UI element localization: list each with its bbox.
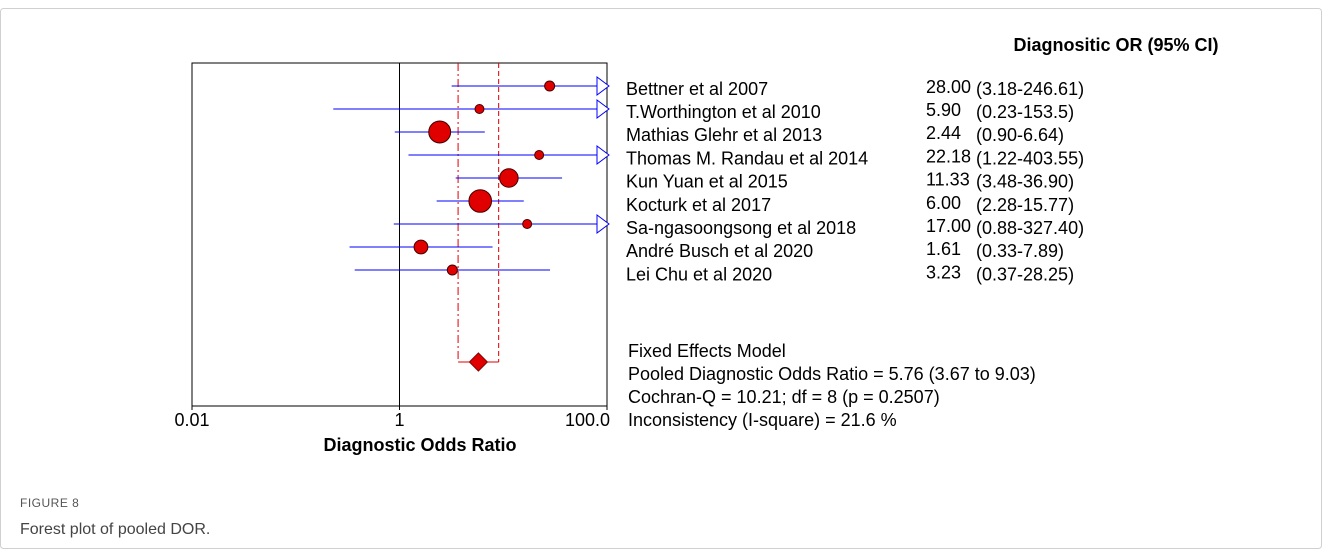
- study-name: T.Worthington et al 2010: [626, 102, 821, 122]
- study-name: Mathias Glehr et al 2013: [626, 125, 822, 145]
- or-label: 17.00: [926, 216, 971, 236]
- study-name: Bettner et al 2007: [626, 79, 768, 99]
- or-label: 22.18: [926, 146, 971, 166]
- or-marker: [428, 120, 452, 144]
- ci-label: (0.37-28.25): [976, 264, 1074, 284]
- study-name: Sa-ngasoongsong et al 2018: [626, 218, 856, 238]
- or-marker: [413, 239, 429, 255]
- summary-line: Pooled Diagnostic Odds Ratio = 5.76 (3.6…: [628, 364, 1036, 384]
- or-marker: [534, 150, 545, 160]
- ci-label: (0.90-6.64): [976, 125, 1064, 145]
- or-label: 5.90: [926, 100, 961, 120]
- summary-line: Inconsistency (I-square) = 21.6 %: [628, 410, 897, 430]
- or-label: 11.33: [926, 170, 970, 190]
- or-marker: [499, 168, 519, 188]
- ci-label: (3.18-246.61): [976, 79, 1084, 99]
- or-marker: [446, 264, 458, 276]
- ci-label: (0.88-327.40): [976, 218, 1084, 238]
- ci-label: (0.23-153.5): [976, 102, 1074, 122]
- x-tick-label: 100.0: [565, 410, 610, 430]
- study-name: Lei Chu et al 2020: [626, 264, 772, 284]
- or-label: 2.44: [926, 123, 961, 143]
- x-axis-title: Diagnostic Odds Ratio: [323, 435, 516, 455]
- or-label: 3.23: [926, 262, 961, 282]
- summary-line: Fixed Effects Model: [628, 341, 786, 361]
- caption-label: FIGURE 8: [20, 496, 79, 510]
- caption-text: Forest plot of pooled DOR.: [20, 521, 210, 538]
- ci-label: (3.48-36.90): [976, 172, 1074, 192]
- ci-label: (1.22-403.55): [976, 148, 1084, 168]
- or-marker: [522, 219, 533, 229]
- ci-arrow: [596, 145, 610, 165]
- ci-arrow: [596, 76, 610, 96]
- x-tick-label: 1: [394, 410, 404, 430]
- or-label: 6.00: [926, 193, 961, 213]
- ci-label: (2.28-15.77): [976, 195, 1074, 215]
- ci-label: (0.33-7.89): [976, 241, 1064, 261]
- study-name: Kocturk et al 2017: [626, 195, 771, 215]
- or-marker: [474, 104, 485, 114]
- or-label: 1.61: [926, 239, 961, 259]
- column-header: Diagnositic OR (95% CI): [1013, 35, 1218, 55]
- x-tick-label: 0.01: [174, 410, 209, 430]
- or-marker: [544, 80, 556, 92]
- or-label: 28.00: [926, 77, 971, 97]
- pooled-diamond: [468, 352, 489, 372]
- study-name: Kun Yuan et al 2015: [626, 172, 788, 192]
- ci-arrow: [596, 99, 610, 119]
- ci-arrow: [596, 214, 610, 234]
- summary-line: Cochran-Q = 10.21; df = 8 (p = 0.2507): [628, 387, 940, 407]
- or-marker: [468, 189, 493, 213]
- study-name: André Busch et al 2020: [626, 241, 813, 261]
- study-name: Thomas M. Randau et al 2014: [626, 148, 868, 168]
